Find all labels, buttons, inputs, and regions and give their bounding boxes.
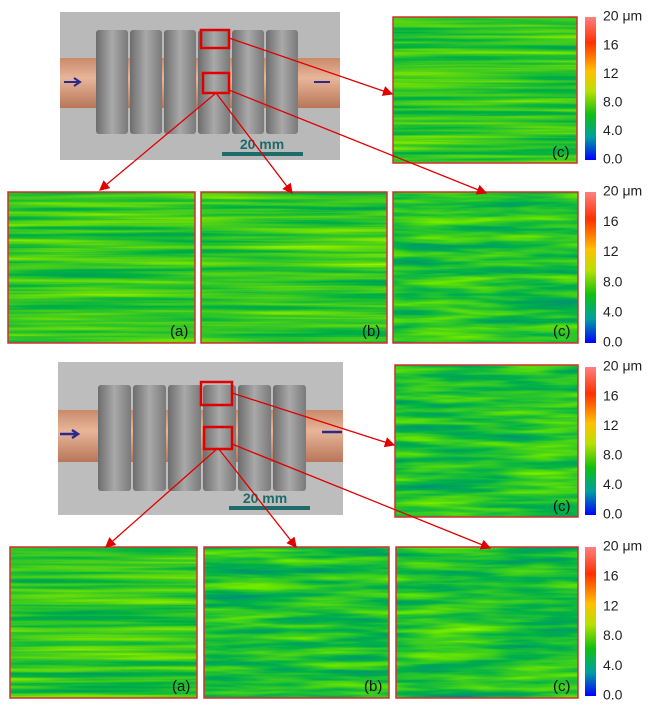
map-label: (c) (553, 498, 571, 515)
heatmap: (a) (8, 192, 195, 343)
colorbar-label: 12 (603, 417, 619, 433)
colorbar-label: 4.0 (603, 476, 623, 492)
heatmap: (b) (204, 547, 389, 698)
photo: 20 mm (58, 362, 343, 515)
colorbar-label: 8.0 (603, 447, 623, 463)
scale-label: 20 mm (240, 136, 284, 152)
colorbar-label: 12 (603, 243, 619, 259)
map-label: (b) (362, 323, 380, 340)
map-label: (c) (552, 144, 570, 161)
colorbar-label: 8.0 (603, 627, 623, 643)
colorbar-label: 0.0 (603, 334, 623, 350)
colorbar-label: 16 (603, 387, 619, 403)
heatmap: (c) (393, 17, 577, 163)
map-label: (c) (553, 678, 571, 695)
map-label: (c) (553, 323, 571, 340)
colorbar-label: 4.0 (603, 657, 623, 673)
colorbar-label: 16 (603, 568, 619, 584)
colorbar-label: 16 (603, 213, 619, 229)
colorbar-label: 8.0 (603, 273, 623, 289)
colorbar-label: 8.0 (603, 94, 623, 110)
heatmap: (c) (396, 547, 578, 698)
colorbar-label: 12 (603, 597, 619, 613)
map-label: (a) (170, 323, 188, 340)
page: 20 mm (c) (a) (b) (c) (0, 0, 652, 703)
colorbar (585, 192, 596, 343)
photo: 20 mm (60, 12, 340, 160)
colorbar (585, 17, 596, 160)
heatmap: (a) (10, 547, 197, 698)
scale-label: 20 mm (243, 490, 287, 506)
colorbar-label: 0.0 (603, 687, 623, 703)
colorbar (585, 547, 596, 696)
heatmap: (c) (393, 192, 578, 343)
colorbar-label: 12 (603, 65, 619, 81)
map-label: (b) (364, 678, 382, 695)
colorbar-label: 20 μm (603, 358, 642, 374)
colorbar-label: 20 μm (603, 538, 642, 554)
colorbar (585, 367, 596, 515)
colorbar-label: 20 μm (603, 183, 642, 199)
colorbar-label: 16 (603, 36, 619, 52)
colorbar-label: 4.0 (603, 122, 623, 138)
map-label: (a) (172, 678, 190, 695)
colorbar-label: 20 μm (603, 8, 642, 24)
heatmap: (c) (395, 365, 578, 517)
colorbar-label: 0.0 (603, 506, 623, 522)
colorbar-label: 4.0 (603, 304, 623, 320)
heatmap: (b) (201, 192, 387, 343)
figure: 20 mm (c) (a) (b) (c) (0, 0, 652, 703)
colorbar-label: 0.0 (603, 151, 623, 167)
